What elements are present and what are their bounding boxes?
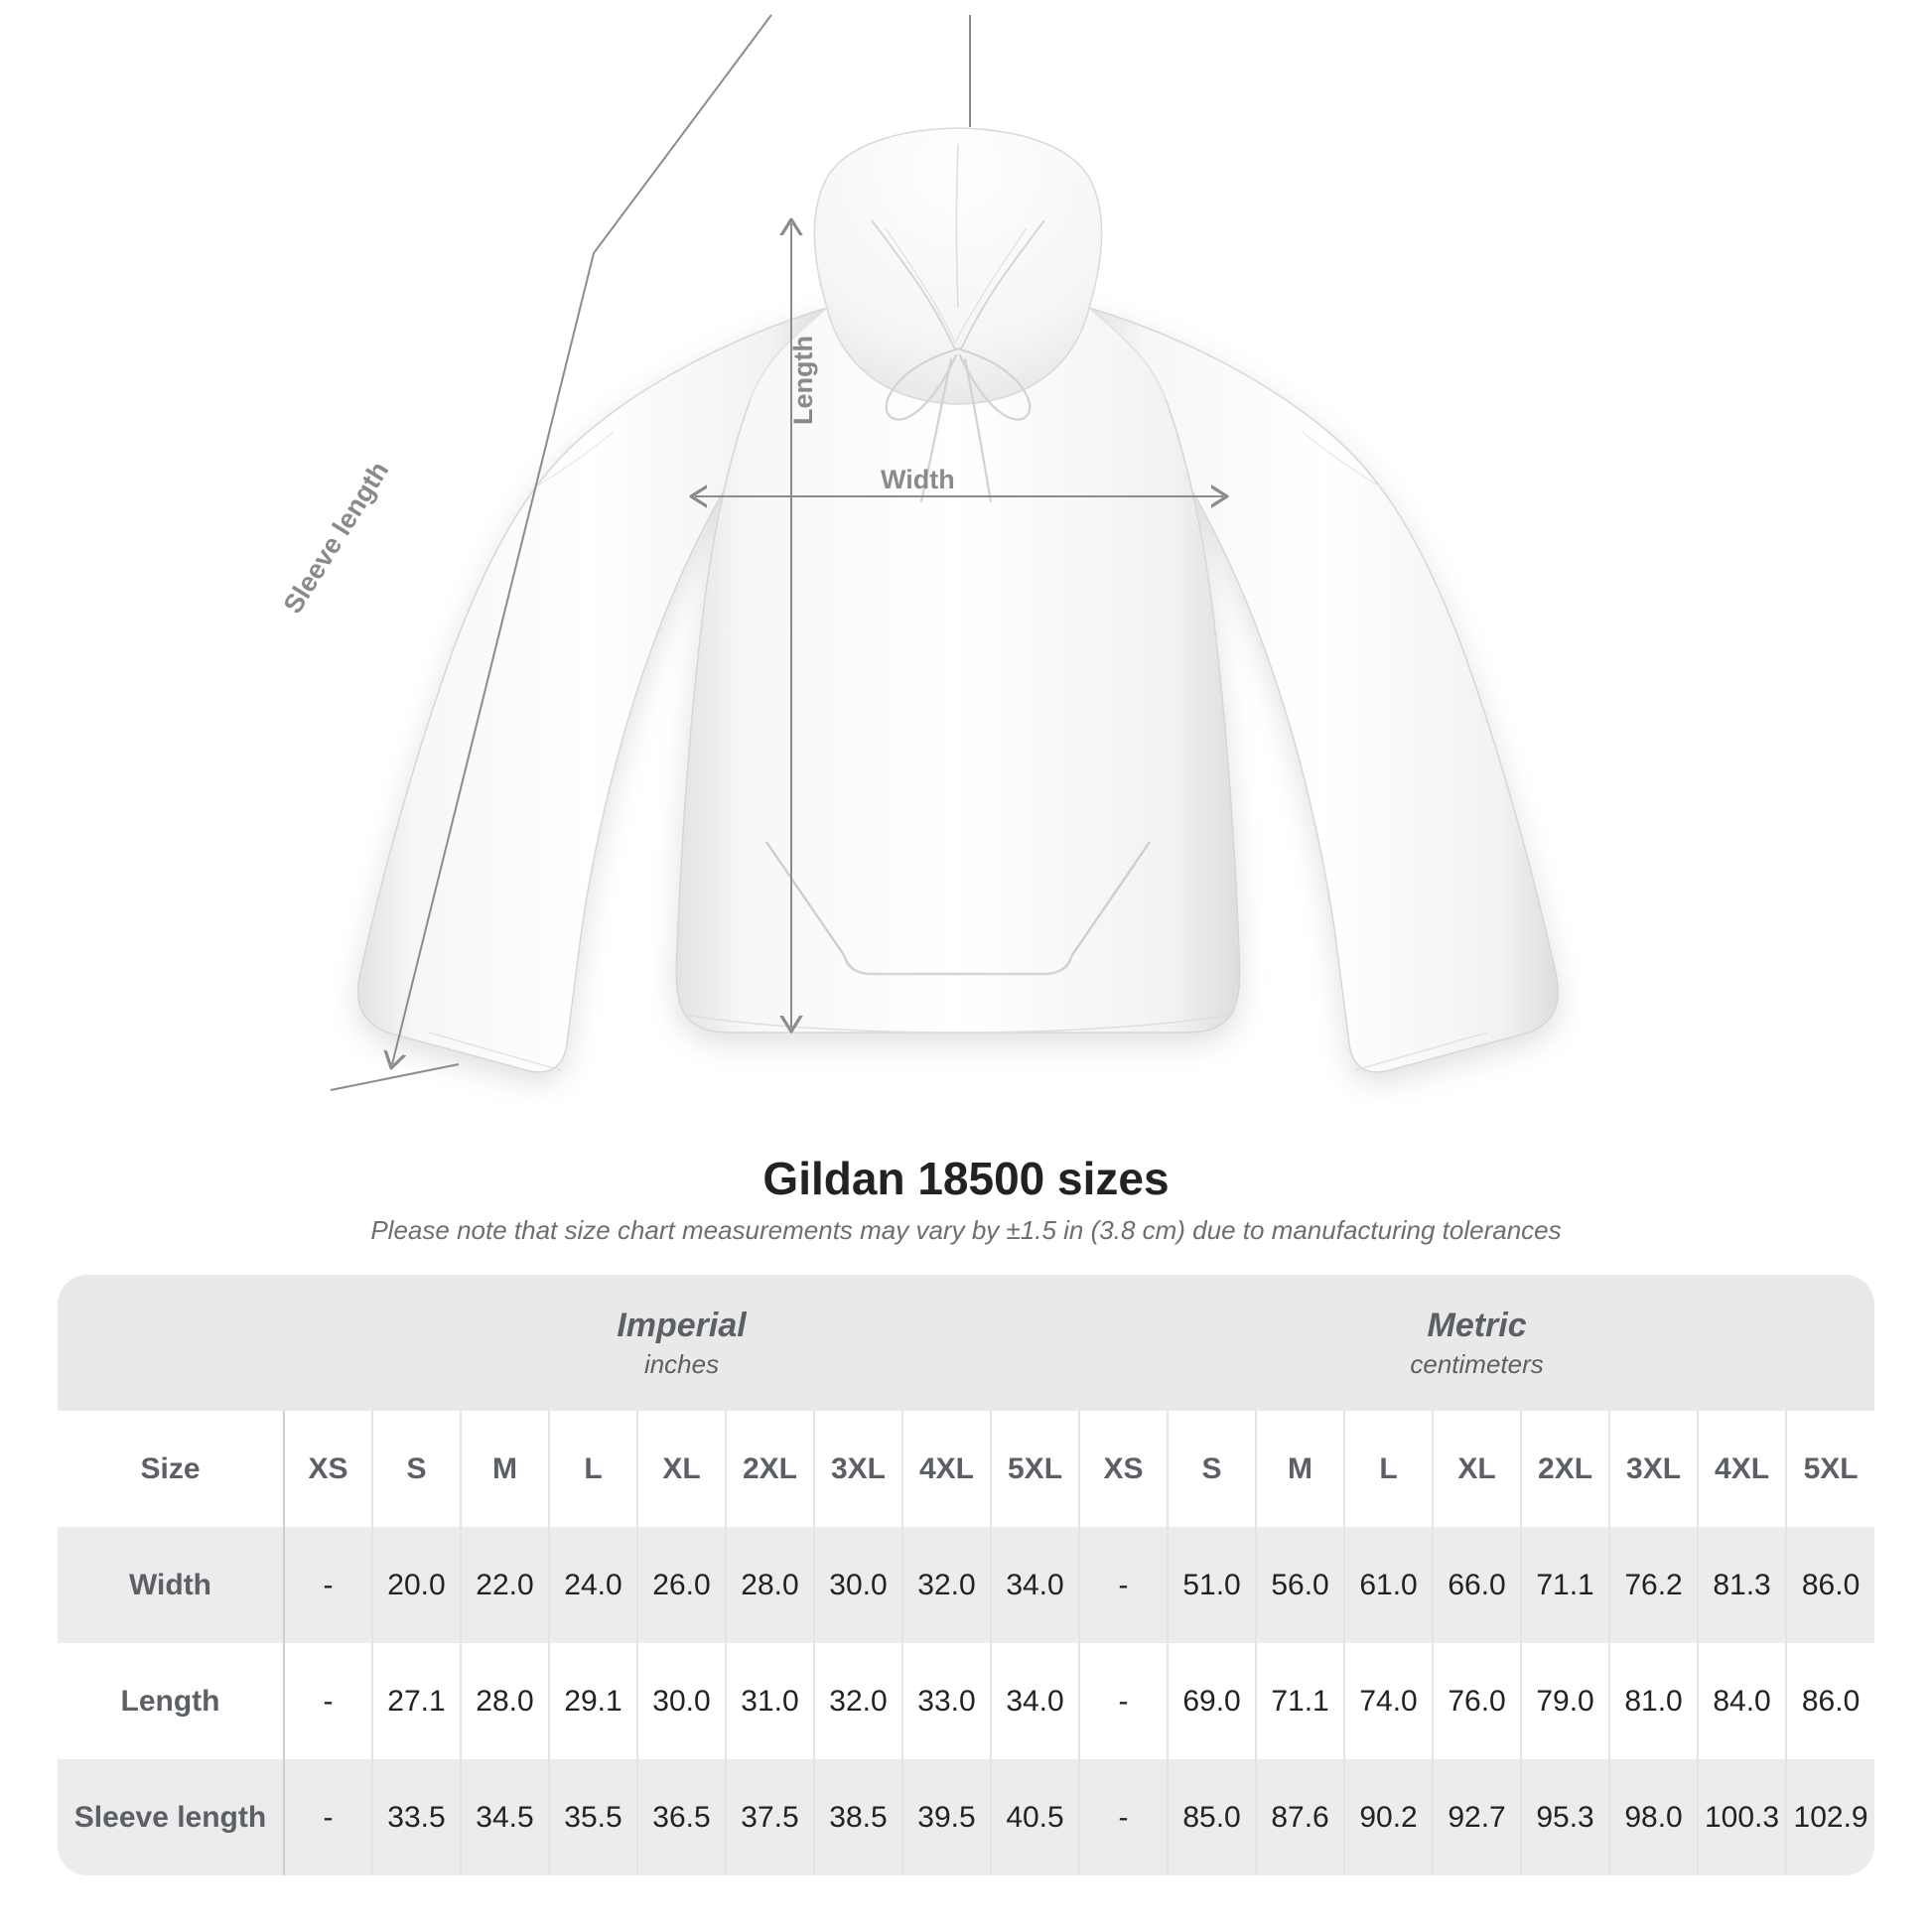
svg-text:Length: Length <box>788 336 818 425</box>
svg-text:Width: Width <box>881 465 955 494</box>
svg-text:Sleeve length: Sleeve length <box>278 457 395 620</box>
